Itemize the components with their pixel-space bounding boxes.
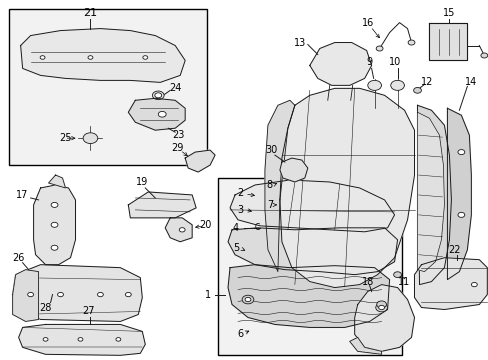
Polygon shape xyxy=(264,100,294,272)
Text: 4: 4 xyxy=(232,223,239,233)
Text: 5: 5 xyxy=(232,243,239,253)
Polygon shape xyxy=(227,228,397,275)
Text: 13: 13 xyxy=(293,37,305,48)
Text: C: C xyxy=(254,223,259,232)
Circle shape xyxy=(470,283,476,287)
Polygon shape xyxy=(229,180,394,232)
Circle shape xyxy=(43,338,48,341)
Text: 2: 2 xyxy=(236,188,243,198)
Circle shape xyxy=(480,53,487,58)
Circle shape xyxy=(58,292,63,297)
Text: 26: 26 xyxy=(12,253,25,263)
Circle shape xyxy=(155,93,162,98)
Circle shape xyxy=(367,80,381,90)
Circle shape xyxy=(97,292,103,297)
Circle shape xyxy=(51,222,58,227)
Circle shape xyxy=(152,91,164,100)
Polygon shape xyxy=(34,185,75,265)
Circle shape xyxy=(375,46,382,51)
Polygon shape xyxy=(165,218,192,242)
Text: 3: 3 xyxy=(237,205,243,215)
Text: 20: 20 xyxy=(199,220,211,230)
Circle shape xyxy=(179,228,185,232)
Text: 25: 25 xyxy=(59,133,72,143)
Text: 7: 7 xyxy=(266,200,272,210)
Polygon shape xyxy=(354,285,414,351)
Circle shape xyxy=(457,150,464,154)
Circle shape xyxy=(242,295,253,304)
Text: 30: 30 xyxy=(265,145,278,155)
Polygon shape xyxy=(48,175,65,188)
Circle shape xyxy=(28,292,34,297)
Text: 27: 27 xyxy=(82,306,95,316)
Text: 23: 23 xyxy=(172,130,184,140)
Circle shape xyxy=(376,301,386,308)
Text: 9: 9 xyxy=(366,58,372,67)
Circle shape xyxy=(88,56,93,59)
Text: 15: 15 xyxy=(442,8,455,18)
Bar xyxy=(9,9,207,165)
Polygon shape xyxy=(20,28,185,82)
Circle shape xyxy=(244,297,250,302)
Polygon shape xyxy=(428,23,467,60)
Polygon shape xyxy=(128,192,196,218)
Circle shape xyxy=(40,56,45,59)
Polygon shape xyxy=(185,150,215,172)
Polygon shape xyxy=(227,265,389,328)
Polygon shape xyxy=(417,105,450,285)
Circle shape xyxy=(393,272,401,278)
Bar xyxy=(218,178,401,355)
Circle shape xyxy=(116,338,121,341)
Text: 10: 10 xyxy=(388,58,401,67)
Circle shape xyxy=(125,292,131,297)
Circle shape xyxy=(378,305,384,310)
Text: 21: 21 xyxy=(83,8,97,18)
Polygon shape xyxy=(279,88,414,288)
Polygon shape xyxy=(417,112,444,272)
Polygon shape xyxy=(349,337,381,354)
Text: 17: 17 xyxy=(17,190,29,200)
Circle shape xyxy=(407,40,414,45)
Text: 22: 22 xyxy=(447,245,460,255)
Text: 14: 14 xyxy=(464,77,476,87)
Circle shape xyxy=(158,111,166,117)
Polygon shape xyxy=(13,265,142,321)
Circle shape xyxy=(142,56,147,59)
Text: 11: 11 xyxy=(398,276,410,287)
Text: 1: 1 xyxy=(204,289,211,300)
Polygon shape xyxy=(128,98,185,130)
Circle shape xyxy=(375,303,386,312)
Circle shape xyxy=(78,338,83,341)
Polygon shape xyxy=(13,270,39,321)
Text: 6: 6 xyxy=(237,329,243,339)
Circle shape xyxy=(51,245,58,250)
Circle shape xyxy=(51,202,58,207)
Text: 28: 28 xyxy=(40,302,52,312)
Polygon shape xyxy=(414,258,487,310)
Text: 24: 24 xyxy=(169,84,181,93)
Polygon shape xyxy=(279,158,307,182)
Polygon shape xyxy=(19,324,145,355)
Text: 18: 18 xyxy=(361,276,373,287)
Polygon shape xyxy=(447,108,470,280)
Polygon shape xyxy=(309,42,371,85)
Circle shape xyxy=(83,133,98,144)
Circle shape xyxy=(413,87,421,93)
Text: 29: 29 xyxy=(171,143,183,153)
Text: 16: 16 xyxy=(361,18,373,28)
Text: 12: 12 xyxy=(421,77,433,87)
Text: 19: 19 xyxy=(136,177,148,187)
Circle shape xyxy=(457,212,464,217)
Text: 8: 8 xyxy=(266,180,272,190)
Circle shape xyxy=(390,80,404,90)
